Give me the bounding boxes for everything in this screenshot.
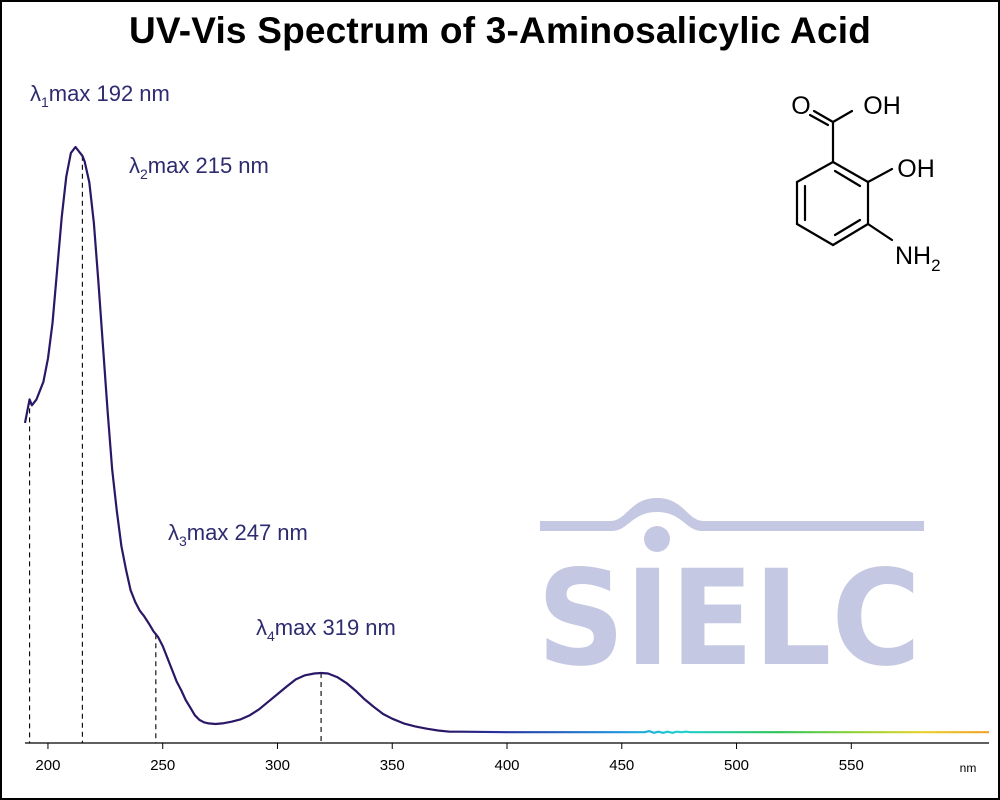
peak-drop-lines xyxy=(29,155,322,743)
peak-label: λ2max 215 nm xyxy=(129,153,269,182)
x-tick-label: 300 xyxy=(265,757,290,774)
x-tick-label: 400 xyxy=(494,757,519,774)
chart-title: UV-Vis Spectrum of 3-Aminosalicylic Acid xyxy=(128,10,872,51)
spectrum-curve xyxy=(23,145,989,734)
peak-label-text: max 192 nm xyxy=(49,81,170,106)
x-tick-label: 500 xyxy=(724,757,749,774)
molecule-structure-3-aminosalicylic-acid: O OH OH NH2 xyxy=(791,92,940,275)
peak-label-subscript: 2 xyxy=(140,166,148,182)
peak-label-lambda: λ xyxy=(129,153,140,178)
carboxyl-o-label: O xyxy=(791,92,810,120)
peak-label-lambda: λ xyxy=(168,520,179,545)
peak-label-lambda: λ xyxy=(30,81,41,106)
peak-label: λ4max 319 nm xyxy=(256,615,396,644)
peak-label-text: max 247 nm xyxy=(187,520,308,545)
x-tick-label: 450 xyxy=(609,757,634,774)
x-tick-label: 250 xyxy=(150,757,175,774)
x-tick-label: 550 xyxy=(839,757,864,774)
peak-label-subscript: 4 xyxy=(267,628,275,644)
amine-label-main: NH xyxy=(895,242,931,270)
carboxyl-oh-label: OH xyxy=(863,92,901,120)
amine-label-subscript: 2 xyxy=(931,256,940,275)
peak-label-text: max 319 nm xyxy=(275,615,396,640)
amine-label: NH2 xyxy=(895,242,941,275)
peak-label-subscript: 3 xyxy=(179,533,187,549)
sielc-watermark: SIELC xyxy=(537,498,924,696)
watermark-text: SIELC xyxy=(537,542,921,696)
watermark-dot xyxy=(644,526,670,552)
peak-label-text: max 215 nm xyxy=(148,153,269,178)
x-axis-unit-label: nm xyxy=(960,761,977,775)
peak-label: λ1max 192 nm xyxy=(30,81,170,110)
hydroxyl-label: OH xyxy=(897,155,935,183)
x-tick-label: 350 xyxy=(380,757,405,774)
peak-label-lambda: λ xyxy=(256,615,267,640)
x-tick-label: 200 xyxy=(35,757,60,774)
peak-label: λ3max 247 nm xyxy=(168,520,308,549)
x-axis-ticks: 200 250 300 350 400 450 500 550 xyxy=(35,743,864,774)
watermark-wave-shape xyxy=(540,498,924,531)
peak-label-subscript: 1 xyxy=(41,94,49,110)
